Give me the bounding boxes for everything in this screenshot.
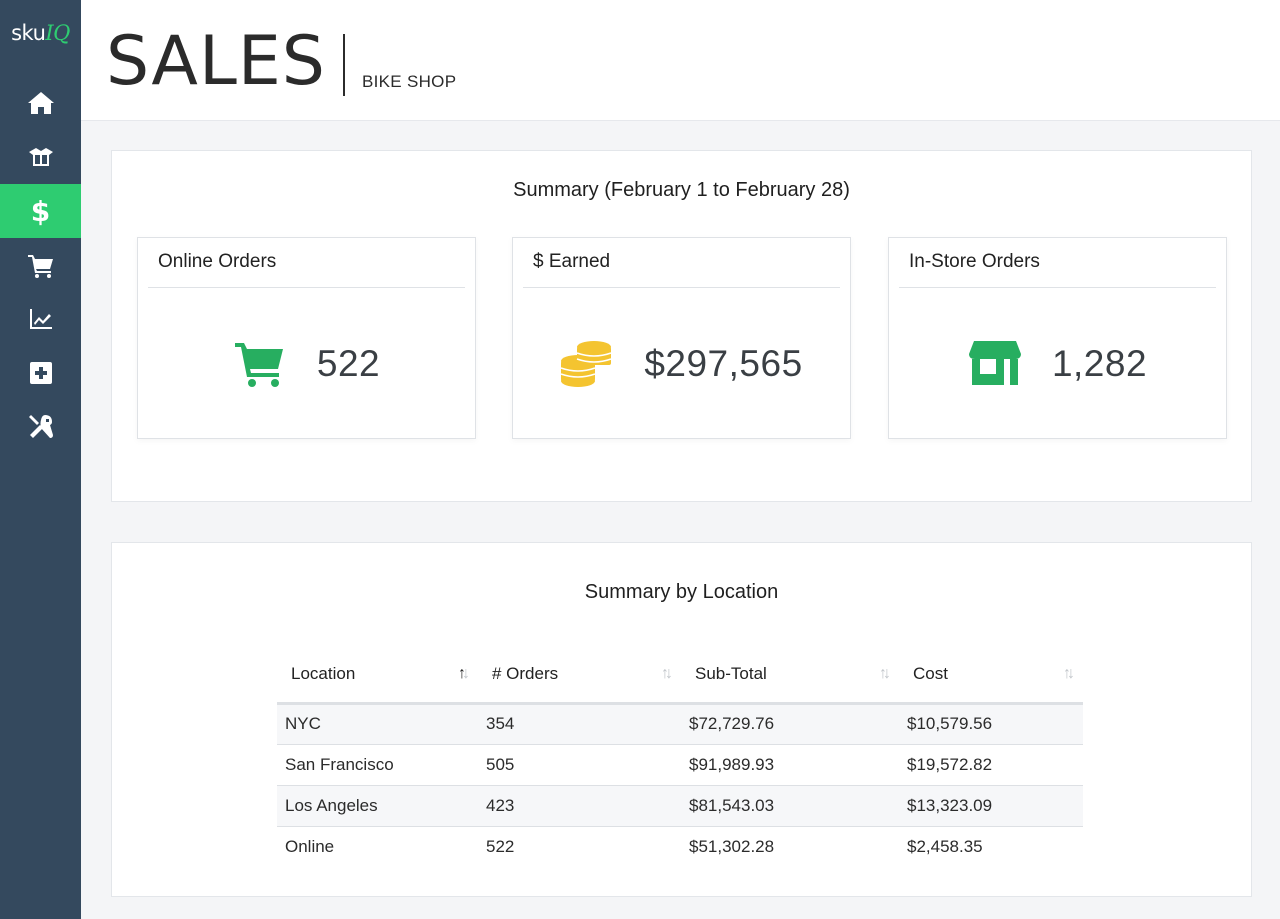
- column-label: Cost: [913, 664, 948, 684]
- cell-location: Los Angeles: [277, 785, 478, 827]
- column-header-location[interactable]: Location ↑↓: [277, 647, 478, 705]
- table-row: NYC 354 $72,729.76 $10,579.56: [277, 703, 1083, 745]
- chart-icon: [29, 309, 52, 329]
- sidebar-item-orders[interactable]: [0, 238, 81, 292]
- earned-value: $297,565: [644, 342, 803, 384]
- table-row: Los Angeles 423 $81,543.03 $13,323.09: [277, 785, 1083, 827]
- cart-icon: [27, 255, 53, 278]
- online-orders-value: 522: [316, 342, 381, 384]
- box-icon: [28, 148, 53, 166]
- store-icon: [968, 340, 1021, 385]
- sort-icon[interactable]: ↑↓: [1063, 665, 1075, 682]
- coins-icon: [561, 340, 612, 387]
- sidebar-item-add[interactable]: [0, 346, 81, 400]
- location-table: Location ↑↓ # Orders ↑↓ Sub-Total ↑↓ Cos…: [277, 647, 1083, 867]
- column-label: # Orders: [492, 664, 559, 684]
- cell-location: Online: [277, 826, 478, 867]
- sidebar-item-sales[interactable]: $: [0, 184, 81, 238]
- table-row: Online 522 $51,302.28 $2,458.35: [277, 826, 1083, 867]
- page-subtitle: BIKE SHOP: [362, 72, 457, 91]
- cell-location: NYC: [277, 703, 478, 745]
- cell-cost: $10,579.56: [899, 703, 1083, 745]
- home-icon: [27, 92, 54, 114]
- plus-square-icon: [29, 362, 52, 384]
- logo-text-iq: IQ: [45, 21, 70, 45]
- cell-orders: 505: [478, 744, 681, 786]
- logo[interactable]: sku IQ: [0, 0, 81, 76]
- summary-panel: Summary (February 1 to February 28) Onli…: [111, 150, 1252, 502]
- column-header-subtotal[interactable]: Sub-Total ↑↓: [681, 647, 899, 705]
- sidebar-item-inventory[interactable]: [0, 130, 81, 184]
- sidebar-item-settings[interactable]: [0, 400, 81, 454]
- cell-orders: 354: [478, 703, 681, 745]
- column-label: Sub-Total: [695, 664, 767, 684]
- location-summary-heading: Summary by Location: [584, 581, 779, 603]
- card-title: In-Store Orders: [899, 238, 1216, 288]
- cell-location: San Francisco: [277, 744, 478, 786]
- sidebar-item-home[interactable]: [0, 76, 81, 130]
- sort-icon[interactable]: ↑↓: [661, 665, 673, 682]
- page-header: SALES BIKE SHOP: [81, 0, 1280, 121]
- column-label: Location: [291, 664, 356, 684]
- cell-subtotal: $81,543.03: [681, 785, 899, 827]
- cell-subtotal: $91,989.93: [681, 744, 899, 786]
- card-title: $ Earned: [523, 238, 840, 288]
- column-header-orders[interactable]: # Orders ↑↓: [478, 647, 681, 705]
- page-title: SALES: [106, 22, 326, 101]
- earned-card: $ Earned $297,565: [512, 237, 851, 439]
- column-header-cost[interactable]: Cost ↑↓: [899, 647, 1083, 705]
- cell-cost: $13,323.09: [899, 785, 1083, 827]
- location-table-wrapper: Location ↑↓ # Orders ↑↓ Sub-Total ↑↓ Cos…: [277, 647, 1083, 867]
- sort-icon[interactable]: ↑↓: [879, 665, 891, 682]
- cell-cost: $19,572.82: [899, 744, 1083, 786]
- cell-orders: 423: [478, 785, 681, 827]
- tools-icon: [28, 415, 53, 438]
- dollar-icon: $: [30, 194, 51, 228]
- sidebar-item-reports[interactable]: [0, 292, 81, 346]
- cell-subtotal: $51,302.28: [681, 826, 899, 867]
- cell-subtotal: $72,729.76: [681, 703, 899, 745]
- sidebar: sku IQ $: [0, 0, 81, 919]
- cell-orders: 522: [478, 826, 681, 867]
- table-row: San Francisco 505 $91,989.93 $19,572.82: [277, 744, 1083, 786]
- title-divider: [343, 34, 345, 96]
- in-store-orders-value: 1,282: [1051, 342, 1148, 384]
- shopping-cart-icon: [234, 342, 283, 387]
- logo-text-sku: sku: [11, 21, 46, 45]
- summary-heading: Summary (February 1 to February 28): [513, 179, 850, 201]
- card-title: Online Orders: [148, 238, 465, 288]
- online-orders-card: Online Orders 522: [137, 237, 476, 439]
- sort-ascending-icon[interactable]: ↑↓: [458, 665, 470, 682]
- table-header-row: Location ↑↓ # Orders ↑↓ Sub-Total ↑↓ Cos…: [277, 647, 1083, 705]
- cell-cost: $2,458.35: [899, 826, 1083, 867]
- location-summary-panel: Summary by Location Location ↑↓ # Orders…: [111, 542, 1252, 897]
- in-store-orders-card: In-Store Orders 1,282: [888, 237, 1227, 439]
